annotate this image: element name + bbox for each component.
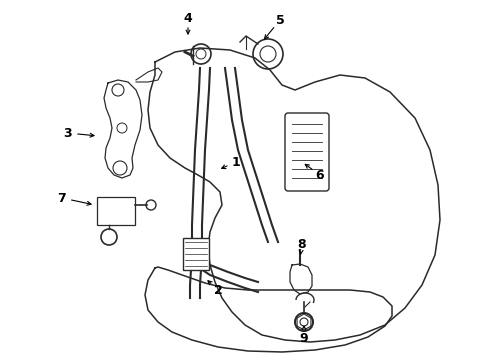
Text: 4: 4 bbox=[183, 12, 192, 24]
Text: 1: 1 bbox=[231, 156, 240, 168]
Text: 6: 6 bbox=[315, 168, 324, 181]
Text: 8: 8 bbox=[297, 238, 305, 251]
Text: 7: 7 bbox=[58, 192, 66, 204]
Text: 3: 3 bbox=[63, 126, 72, 140]
Bar bbox=[97, 197, 135, 225]
Text: 2: 2 bbox=[213, 284, 222, 297]
Text: 9: 9 bbox=[299, 332, 307, 345]
Text: 5: 5 bbox=[275, 14, 284, 27]
FancyBboxPatch shape bbox=[285, 113, 328, 191]
Bar bbox=[183, 238, 208, 270]
